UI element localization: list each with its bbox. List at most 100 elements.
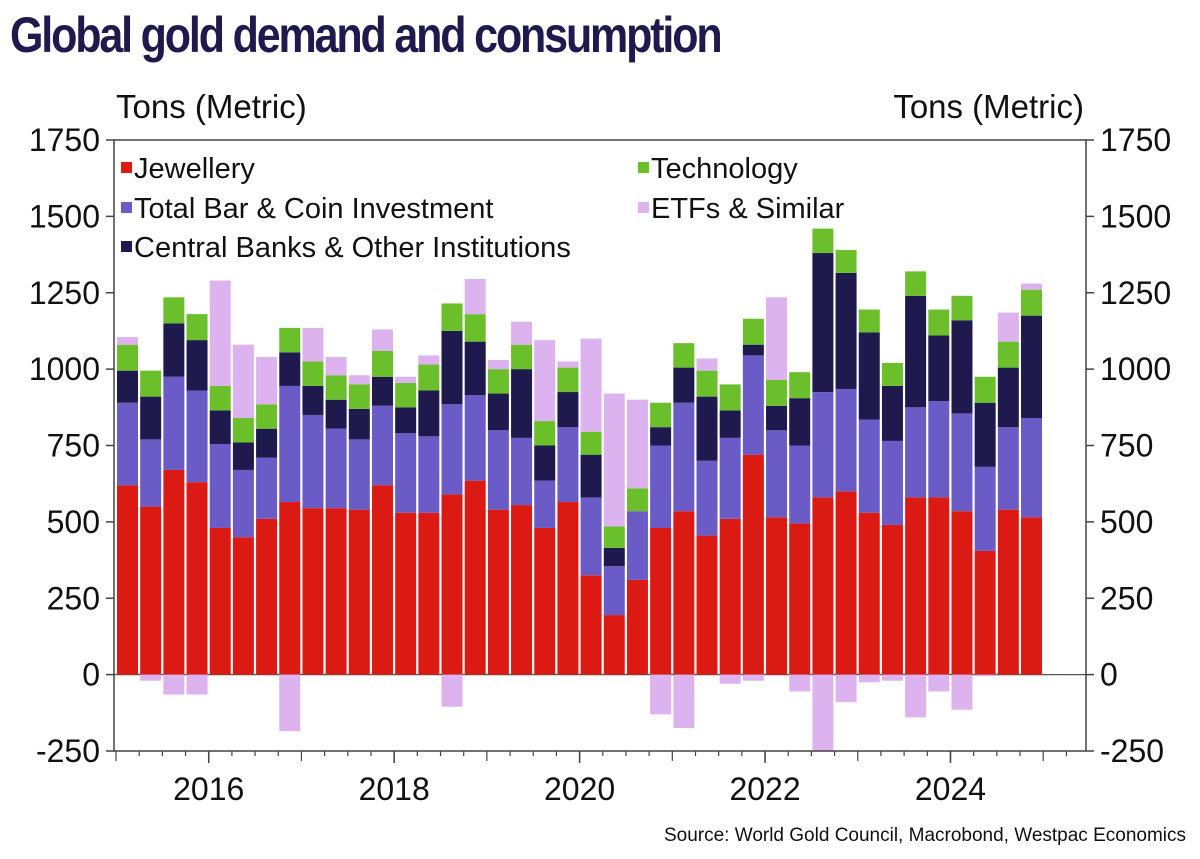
bar-jewellery	[951, 511, 973, 675]
y-tick-label-right: 750	[1100, 428, 1153, 464]
bar-jewellery	[117, 485, 138, 675]
bar-etfs-similar	[186, 674, 208, 695]
bar-technology	[858, 309, 880, 333]
bar-central-banks-other-institutions	[812, 253, 834, 393]
bar-technology	[464, 314, 486, 342]
bar-total-bar-coin-investment	[881, 440, 903, 525]
y-tick-label-right: 1250	[1100, 275, 1171, 311]
bar-technology	[766, 379, 788, 406]
bar-central-banks-other-institutions	[696, 396, 718, 461]
x-tick-label: 2022	[729, 771, 800, 807]
bars-group	[117, 228, 1043, 752]
bar-total-bar-coin-investment	[742, 355, 764, 455]
bar-etfs-similar	[325, 356, 347, 376]
bar-technology	[534, 421, 556, 446]
bar-etfs-similar	[279, 674, 301, 732]
bar-etfs-similar	[696, 358, 718, 371]
bar-central-banks-other-institutions	[557, 392, 579, 428]
bar-technology	[905, 271, 927, 296]
bar-etfs-similar	[511, 321, 533, 345]
bar-etfs-similar	[766, 297, 788, 380]
bar-jewellery	[696, 535, 718, 675]
bar-etfs-similar	[719, 674, 741, 684]
bar-jewellery	[557, 502, 579, 675]
bar-central-banks-other-institutions	[464, 341, 486, 396]
bar-jewellery	[626, 579, 648, 675]
bar-total-bar-coin-investment	[487, 430, 509, 510]
bar-technology	[163, 297, 185, 324]
bar-etfs-similar	[650, 674, 672, 715]
bar-jewellery	[742, 454, 764, 675]
bar-central-banks-other-institutions	[905, 295, 927, 408]
bar-jewellery	[487, 509, 509, 675]
bar-etfs-similar	[881, 674, 903, 681]
bar-etfs-similar	[742, 674, 764, 681]
source-note: Source: World Gold Council, Macrobond, W…	[663, 825, 1186, 846]
bar-technology	[835, 249, 857, 273]
bar-technology	[186, 314, 208, 341]
y-tick-label-left: 250	[47, 580, 100, 616]
bar-technology	[974, 376, 996, 403]
bar-technology	[951, 295, 973, 321]
bar-technology	[487, 369, 509, 394]
axes-group: -250 -250 0 0 250 250 500 500 750 750 1000 1000 1250…	[29, 122, 1171, 807]
bar-central-banks-other-institutions	[974, 402, 996, 467]
bar-technology	[719, 384, 741, 411]
legend-swatch-total-bar-coin-investment	[121, 202, 132, 213]
bar-total-bar-coin-investment	[395, 433, 417, 513]
bar-technology	[789, 372, 811, 399]
bar-jewellery	[348, 509, 370, 675]
bar-total-bar-coin-investment	[905, 407, 927, 498]
bar-total-bar-coin-investment	[511, 437, 533, 506]
bar-total-bar-coin-investment	[302, 414, 324, 509]
bar-etfs-similar	[835, 674, 857, 703]
bar-central-banks-other-institutions	[719, 410, 741, 438]
bar-technology	[696, 370, 718, 397]
legend-label-total-bar-coin-investment: Total Bar & Coin Investment	[134, 193, 493, 225]
bar-central-banks-other-institutions	[441, 330, 463, 405]
legend-label-etfs-similar: ETFs & Similar	[651, 193, 845, 225]
bar-jewellery	[858, 512, 880, 675]
bar-central-banks-other-institutions	[534, 445, 556, 481]
bar-total-bar-coin-investment	[418, 436, 440, 513]
bar-total-bar-coin-investment	[534, 480, 556, 528]
bar-technology	[997, 341, 1019, 368]
legend-label-jewellery: Jewellery	[134, 153, 255, 185]
bar-jewellery	[371, 485, 393, 675]
bar-etfs-similar	[812, 674, 834, 752]
bar-jewellery	[812, 497, 834, 675]
y-tick-label-left: 1250	[29, 275, 100, 311]
right-axis-unit-label: Tons (Metric)	[893, 88, 1084, 125]
bar-total-bar-coin-investment	[951, 413, 973, 512]
bar-total-bar-coin-investment	[117, 402, 138, 486]
bar-technology	[302, 361, 324, 386]
x-tick-label: 2020	[544, 771, 615, 807]
legend-swatch-technology	[638, 162, 649, 173]
bar-etfs-similar	[395, 376, 417, 383]
bar-jewellery	[441, 494, 463, 675]
bar-etfs-similar	[117, 337, 138, 345]
bar-jewellery	[881, 524, 903, 675]
bar-technology	[371, 350, 393, 377]
bar-etfs-similar	[928, 674, 950, 692]
bar-total-bar-coin-investment	[696, 460, 718, 536]
bar-central-banks-other-institutions	[951, 320, 973, 414]
y-tick-label-left: 1500	[29, 198, 100, 234]
bar-central-banks-other-institutions	[742, 344, 764, 356]
bar-etfs-similar	[951, 674, 973, 710]
bar-technology	[232, 418, 254, 443]
bar-total-bar-coin-investment	[626, 511, 648, 580]
bar-total-bar-coin-investment	[603, 566, 625, 616]
bar-total-bar-coin-investment	[140, 439, 162, 507]
y-tick-label-right: 500	[1100, 504, 1153, 540]
bar-central-banks-other-institutions	[232, 442, 254, 470]
bar-etfs-similar	[418, 355, 440, 365]
bar-central-banks-other-institutions	[371, 376, 393, 406]
bar-etfs-similar	[441, 674, 463, 707]
legend-label-technology: Technology	[651, 153, 798, 185]
bar-total-bar-coin-investment	[232, 469, 254, 538]
bar-technology	[881, 363, 903, 386]
bar-jewellery	[974, 550, 996, 675]
bar-total-bar-coin-investment	[812, 392, 834, 498]
bar-etfs-similar	[580, 338, 602, 432]
